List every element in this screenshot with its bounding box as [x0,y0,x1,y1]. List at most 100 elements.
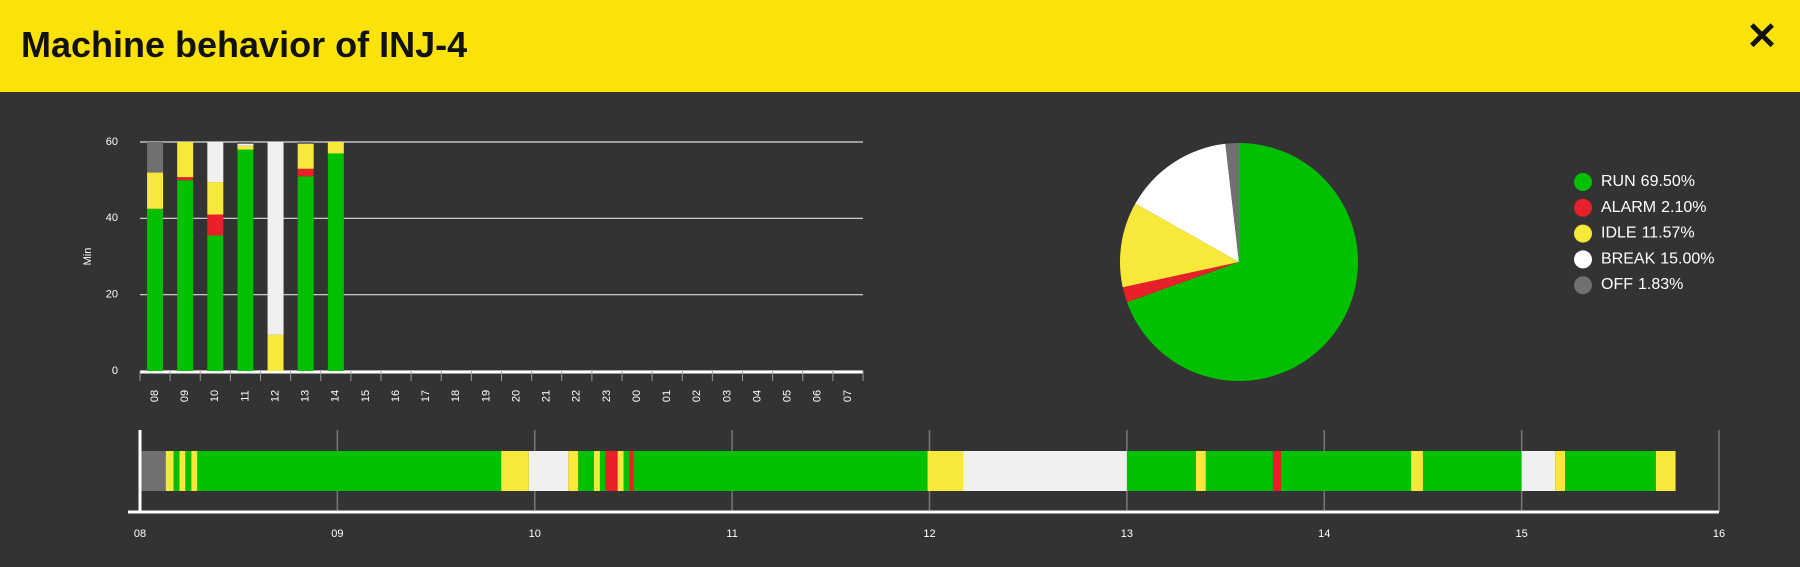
header: Machine behavior of INJ-4 ✕ [0,0,1800,92]
x-tick-label: 05 [782,390,794,402]
timeline-segment [623,451,630,491]
bar-segment [207,235,224,371]
timeline-segment [605,451,618,491]
x-tick-label: 09 [179,390,191,402]
timeline-segment [1280,451,1412,491]
pie-slice [1127,143,1358,381]
bar-segment [327,153,344,371]
legend-marker [1574,224,1592,243]
x-tick-label: 08 [134,528,146,540]
bar-segment [177,180,194,371]
bar-segment [267,142,284,335]
x-tick-label: 20 [510,390,522,402]
pie-slice [1122,262,1239,303]
legend-name: OFF [1601,276,1633,293]
timeline-segment [1272,451,1281,491]
bar-segment [297,176,314,371]
legend-name: ALARM [1601,199,1656,216]
timeline-segment [1565,451,1656,491]
bar-segment [147,172,164,209]
x-tick-label: 12 [269,390,281,402]
x-tick-label: 01 [661,390,673,402]
y-tick-label: 40 [106,212,118,224]
timeline-segment [1126,451,1196,491]
bar-segment [237,145,254,150]
close-button[interactable]: ✕ [1746,16,1778,58]
timeline-segment [568,451,579,491]
timeline-segment [191,451,198,491]
x-tick-label: 15 [360,390,372,402]
timeline-segment [1655,451,1676,491]
timeline-segment [593,451,600,491]
x-tick-label: 12 [923,528,935,540]
x-tick-label: 09 [331,528,343,540]
x-tick-label: 21 [541,390,553,402]
legend-label: ALARM 2.10% [1601,199,1707,216]
x-tick-label: 11 [726,528,737,540]
timeline-segment [1205,451,1273,491]
legend-name: BREAK [1601,251,1656,268]
bar-segment [237,142,254,144]
legend-marker [1574,276,1592,295]
legend-name: IDLE [1601,225,1637,242]
timeline-segment [173,451,180,491]
timeline-segment [197,451,502,491]
bar-segment [297,168,314,177]
timeline-segment [599,451,606,491]
x-tick-label: 08 [149,390,161,402]
x-tick-label: 04 [751,390,763,402]
x-tick-label: 22 [571,390,583,402]
legend-value: 2.10% [1661,199,1706,216]
x-tick-label: 13 [300,390,312,402]
pie-slice [1120,203,1239,288]
timeline-segment [1195,451,1206,491]
x-tick-label: 00 [631,390,643,402]
bar-segment [177,177,194,181]
legend-label: BREAK 15.00% [1601,251,1715,268]
legend-marker [1574,250,1592,269]
timeline-segment [165,451,174,491]
x-tick-label: 16 [390,390,402,402]
legend-label: IDLE 11.57% [1601,225,1695,242]
x-tick-label: 18 [450,390,462,402]
x-tick-label: 02 [691,390,703,402]
legend-marker [1574,173,1592,191]
bar-segment [207,182,224,215]
timeline-segment [140,451,166,491]
x-tick-label: 19 [480,390,492,402]
x-tick-label: 11 [239,390,251,401]
legend-label: OFF 1.83% [1601,276,1683,293]
x-tick-label: 10 [209,390,221,402]
title: Machine behavior of INJ-4 [21,24,468,65]
pie-slice [1225,143,1239,262]
y-axis-label: Min [82,248,94,266]
legend-value: 1.83% [1638,276,1683,293]
legend-value: 15.00% [1660,251,1714,268]
timeline-segment [179,451,186,491]
x-tick-label: 03 [721,390,733,402]
timeline-segment [185,451,192,491]
bar-segment [267,334,284,371]
timeline-segment [963,451,1127,491]
legend-marker [1574,198,1592,217]
x-tick-label: 13 [1121,528,1133,540]
legend-value: 11.57% [1642,225,1695,242]
x-tick-label: 10 [529,528,541,540]
y-tick-label: 0 [112,365,118,377]
legend-label: RUN 69.50% [1601,173,1695,190]
x-tick-label: 14 [330,390,342,402]
timeline-segment [1411,451,1423,491]
x-tick-label: 07 [842,390,854,402]
timeline-segment [927,451,964,491]
bar-segment [297,142,314,144]
bar-segment [147,142,164,173]
timeline-segment [633,451,928,491]
legend-name: RUN [1601,173,1636,190]
timeline-segment [629,451,634,491]
timeline-segment [578,451,594,491]
x-tick-label: 16 [1713,528,1725,540]
x-tick-label: 15 [1516,528,1528,540]
timeline-segment [1555,451,1566,491]
timeline-segment [501,451,529,491]
